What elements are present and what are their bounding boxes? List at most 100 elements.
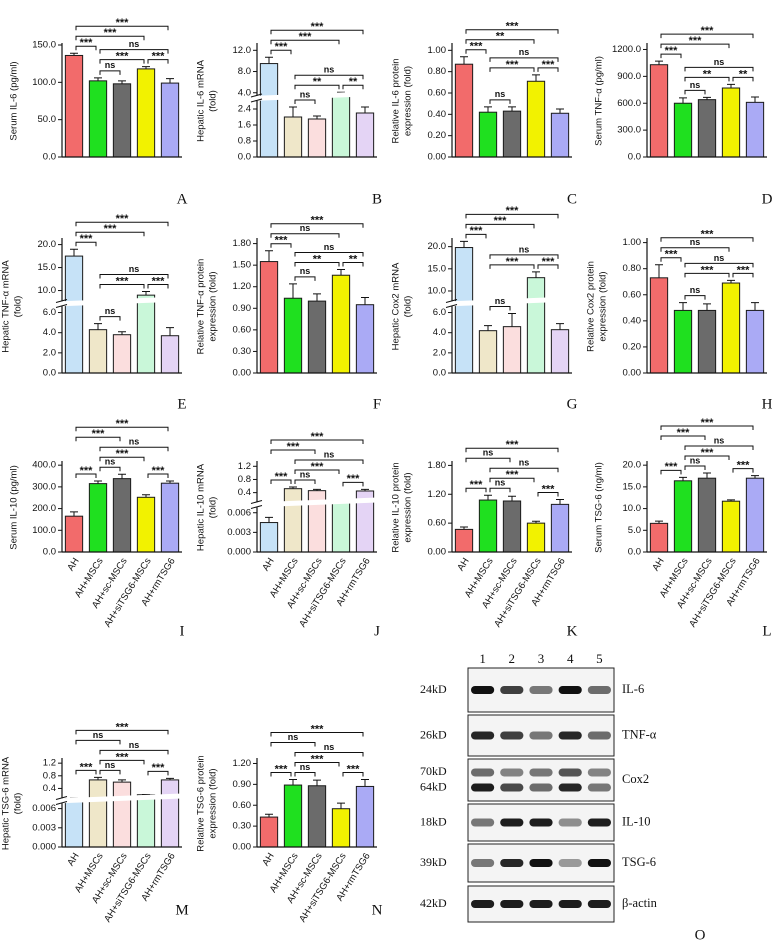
significance-bracket [660,53,682,59]
significance-bracket [270,223,364,228]
significance-label: ns [519,47,530,57]
bar [355,785,375,848]
panel-letter: E [177,396,186,412]
significance-bracket [465,233,487,239]
error-bar [655,264,663,278]
significance-label: *** [506,59,520,71]
blot-band [587,783,611,792]
significance-label: *** [152,275,166,287]
blot-band [529,686,553,694]
significance-bracket [489,306,511,311]
significance-label: ** [496,31,505,43]
y-tick-label: 0.60 [233,324,252,335]
significance-label: *** [506,256,520,268]
significance-bracket [342,84,364,90]
y-axis-label: Serum IL-6 (pg/ml) [9,61,20,140]
bar [88,80,108,158]
significance-label: *** [116,418,130,430]
y-tick-label: 300.0 [617,125,641,136]
significance-label: *** [542,256,556,268]
significance-bracket [270,771,292,777]
significance-label: *** [299,31,313,43]
bar [526,277,546,374]
axis-break [55,296,182,307]
significance-label: *** [347,473,361,485]
bar [355,112,375,158]
y-tick-label: 0.00 [623,368,642,379]
blot-frame [467,758,615,802]
significance-label: ** [703,68,712,80]
significance-bracket [537,264,559,269]
significance-label: ns [714,253,725,263]
y-tick-label: 15.0 [623,481,642,492]
significance-bracket [660,247,730,252]
band-size-label: 39kD [420,855,447,869]
significance-label: *** [542,59,556,71]
error-bar [265,516,273,523]
blot-band [587,731,611,740]
panel-letter: B [372,191,382,207]
bar [136,794,156,848]
significance-label: *** [275,763,289,775]
y-tick-label: 1.20 [428,489,447,500]
bar [160,482,180,553]
significance-bracket [684,262,754,268]
y-tick-label: 10.0 [428,285,447,296]
error-bar [460,56,468,65]
significance-label: ns [714,435,725,445]
y-tick-label: 1.80 [233,238,252,249]
blot-band [587,818,611,827]
significance-label: ns [300,223,311,233]
y-tick-label: 0.003 [32,822,56,833]
error-bar [508,313,516,327]
significance-label: *** [116,721,130,733]
error-bar [70,511,78,517]
significance-label: *** [311,723,325,735]
y-tick-label: 1.20 [233,758,252,769]
bar [136,496,156,553]
significance-bracket [147,473,169,479]
blot-band [558,731,582,740]
significance-bracket [99,49,169,54]
y-tick-label: 8.0 [238,66,251,77]
y-axis-label: Serum IL-10 (pg/ml) [9,465,20,549]
axis-break [55,793,182,804]
blot-band [500,731,524,740]
significance-bracket [660,425,754,430]
significance-bracket [294,84,340,90]
y-axis-label: expression (fold) [403,472,414,542]
significance-bracket [147,59,169,64]
bar [649,522,669,553]
bar [697,309,717,374]
significance-label: *** [116,17,130,29]
y-tick-label: 6.0 [433,307,446,318]
bar [259,63,279,158]
significance-bracket [684,272,730,278]
error-bar [265,250,273,262]
axis-break [250,91,377,101]
y-tick-label: 20.0 [428,241,447,252]
significance-label: ns [300,266,311,276]
y-tick-label: 1.00 [428,45,447,56]
y-tick-label: 0.0 [628,547,641,558]
significance-label: ns [129,39,140,49]
significance-label: *** [311,21,325,33]
bar [478,499,498,553]
bar [283,488,303,553]
bar [160,82,180,158]
significance-label: ns [495,89,506,99]
bar [697,477,717,553]
protein-label: TSG-6 [622,855,656,869]
bar [355,304,375,374]
panel-letter: D [762,191,773,207]
error-bar [508,106,516,112]
y-tick-label: 10.0 [623,503,642,514]
blot-band [471,859,495,867]
blot-band [558,859,582,867]
blot-band [500,859,524,867]
blot-band [558,818,582,827]
significance-bracket [489,487,511,493]
significance-label: *** [506,205,520,217]
axis-break-mark [445,299,458,308]
significance-label: ns [519,458,530,468]
